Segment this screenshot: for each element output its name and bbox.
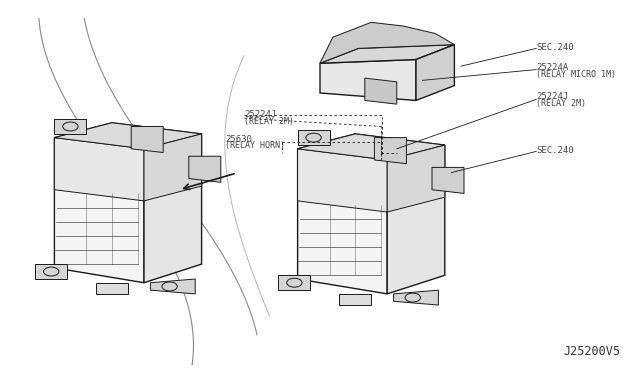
Polygon shape — [320, 45, 454, 63]
Polygon shape — [387, 145, 445, 294]
Text: SEC.240: SEC.240 — [536, 146, 574, 155]
Text: 25630: 25630 — [225, 135, 252, 144]
Polygon shape — [54, 138, 144, 283]
Polygon shape — [298, 149, 387, 212]
Polygon shape — [298, 134, 445, 160]
Polygon shape — [320, 60, 416, 100]
Polygon shape — [339, 294, 371, 305]
Text: 25224A: 25224A — [536, 63, 568, 72]
Text: 25224J: 25224J — [536, 92, 568, 101]
Text: SEC.240: SEC.240 — [536, 43, 574, 52]
Text: (RELAY HORN): (RELAY HORN) — [225, 141, 285, 150]
Polygon shape — [298, 134, 445, 160]
Polygon shape — [365, 78, 397, 104]
Polygon shape — [374, 138, 406, 164]
Text: 25224J: 25224J — [244, 110, 276, 119]
Text: (RELAY 2M): (RELAY 2M) — [244, 117, 294, 126]
Polygon shape — [298, 149, 387, 294]
Text: (RELAY MICRO 1M): (RELAY MICRO 1M) — [536, 70, 616, 79]
Polygon shape — [394, 290, 438, 305]
Polygon shape — [131, 126, 163, 153]
Polygon shape — [54, 119, 86, 134]
Polygon shape — [416, 45, 454, 100]
Polygon shape — [150, 279, 195, 294]
Text: (RELAY 2M): (RELAY 2M) — [536, 99, 586, 108]
Polygon shape — [432, 167, 464, 193]
Polygon shape — [35, 264, 67, 279]
Polygon shape — [96, 283, 128, 294]
Polygon shape — [298, 130, 330, 145]
Polygon shape — [189, 156, 221, 182]
Text: J25200V5: J25200V5 — [564, 345, 621, 358]
Polygon shape — [278, 275, 310, 290]
Polygon shape — [54, 123, 202, 149]
Polygon shape — [320, 22, 454, 63]
Polygon shape — [54, 138, 144, 201]
Polygon shape — [54, 123, 202, 149]
Polygon shape — [144, 134, 202, 201]
Polygon shape — [144, 134, 202, 283]
Polygon shape — [387, 145, 445, 212]
